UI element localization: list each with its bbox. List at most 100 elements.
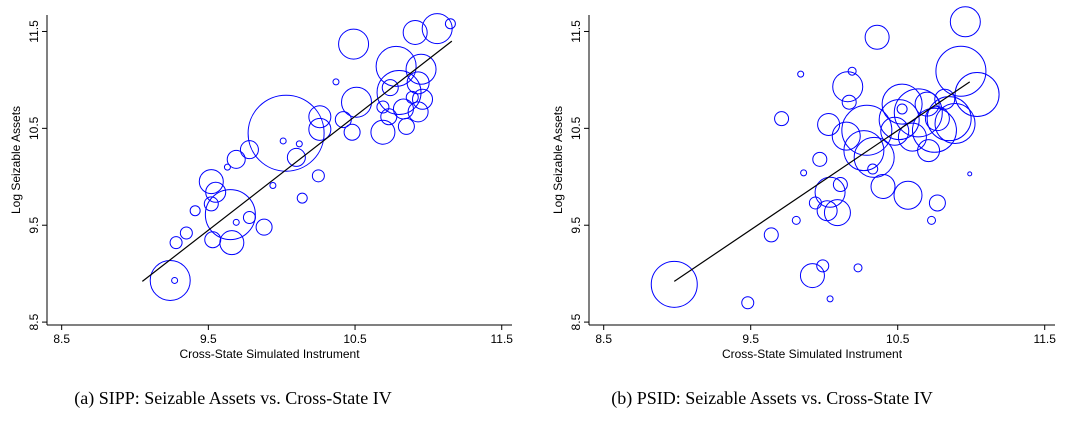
x-tick-label: 9.5: [742, 332, 759, 346]
bubble: [311, 169, 325, 183]
bubble: [338, 28, 370, 60]
bubble: [198, 169, 224, 195]
bubble: [814, 176, 846, 208]
bubble: [376, 70, 422, 115]
bubble: [935, 45, 987, 97]
bubble: [149, 259, 191, 301]
x-tick-label: 11.5: [490, 332, 513, 346]
bubble: [878, 99, 920, 141]
bubble: [381, 79, 399, 97]
bubble: [927, 215, 937, 225]
fit-line: [673, 81, 971, 282]
fit-line: [141, 40, 453, 282]
bubble: [370, 119, 396, 145]
y-tick-label: 10.5: [569, 116, 583, 140]
y-axis-label: Log Seizable Assets: [9, 106, 23, 214]
bubble: [308, 117, 332, 141]
bubble: [242, 210, 256, 224]
bubble: [893, 88, 943, 138]
bubble: [219, 230, 245, 256]
bubble: [867, 163, 879, 175]
x-axis-label: Cross-State Simulated Instrument: [179, 347, 360, 361]
bubble: [853, 263, 863, 273]
bubble: [841, 104, 893, 156]
y-tick-label: 9.5: [27, 217, 41, 234]
y-tick-label: 11.5: [569, 20, 583, 43]
bubble: [269, 182, 277, 189]
bubble: [204, 231, 222, 249]
x-tick-label: 10.5: [343, 332, 367, 346]
bubble: [239, 140, 259, 160]
bubble: [286, 147, 306, 167]
bubble: [797, 70, 805, 78]
y-tick-label: 10.5: [27, 116, 41, 140]
bubble: [741, 296, 755, 310]
y-tick-label: 8.5: [27, 313, 41, 330]
x-axis-label: Cross-State Simulated Instrument: [722, 347, 903, 361]
bubble: [934, 103, 976, 144]
bubble: [893, 180, 923, 210]
bubble: [816, 259, 830, 273]
caption: (b) PSID: Seizable Assets vs. Cross-Stat…: [611, 388, 932, 409]
bubble: [870, 173, 896, 199]
bubble: [169, 236, 183, 250]
x-tick-label: 11.5: [1033, 332, 1056, 346]
bubble: [343, 123, 361, 141]
bubble: [881, 83, 923, 125]
bubble: [799, 263, 825, 289]
bubble: [444, 18, 456, 30]
bubble: [817, 112, 841, 136]
bubble: [255, 218, 273, 236]
bubble: [853, 136, 895, 178]
bubble: [375, 45, 417, 87]
x-tick-label: 9.5: [200, 332, 217, 346]
bubble: [295, 140, 303, 148]
bubble: [650, 260, 698, 308]
bubble: [232, 218, 240, 226]
bubble: [226, 149, 246, 169]
x-tick-label: 8.5: [595, 332, 612, 346]
bubble: [926, 96, 972, 142]
bubble: [917, 139, 941, 163]
bubble: [406, 71, 430, 95]
bubble: [843, 130, 885, 172]
bubble: [896, 103, 908, 115]
bubble: [897, 122, 927, 152]
bubble: [832, 71, 864, 103]
bubble: [774, 111, 790, 127]
bubble: [832, 177, 848, 193]
x-tick-label: 8.5: [53, 332, 70, 346]
bubble: [831, 121, 861, 151]
bubble: [791, 215, 801, 225]
bubble: [223, 163, 231, 171]
bubble: [179, 226, 193, 240]
y-tick-label: 8.5: [569, 313, 583, 330]
bubble: [954, 71, 1000, 117]
bubble: [332, 78, 340, 86]
bubble: [376, 100, 390, 114]
bubble: [880, 116, 910, 146]
bubble: [826, 295, 834, 303]
bubble: [247, 94, 325, 172]
y-tick-label: 9.5: [569, 217, 583, 234]
bubble: [402, 19, 428, 45]
bubble: [405, 53, 437, 85]
caption: (a) SIPP: Seizable Assets vs. Cross-Stat…: [74, 388, 391, 409]
bubble: [205, 181, 227, 203]
bubble: [407, 101, 429, 123]
bubble: [823, 199, 851, 227]
bubble: [392, 98, 414, 120]
bubble: [204, 189, 256, 241]
y-axis-label: Log Seizable Assets: [551, 106, 565, 214]
bubble: [812, 151, 828, 167]
bubble: [308, 105, 332, 129]
bubble: [203, 196, 219, 212]
bubble: [847, 66, 857, 76]
bubble: [949, 6, 981, 38]
bubble: [967, 171, 973, 177]
bubble: [397, 117, 415, 135]
bubble: [934, 88, 956, 110]
bubble: [296, 192, 308, 204]
bubble: [911, 107, 957, 153]
